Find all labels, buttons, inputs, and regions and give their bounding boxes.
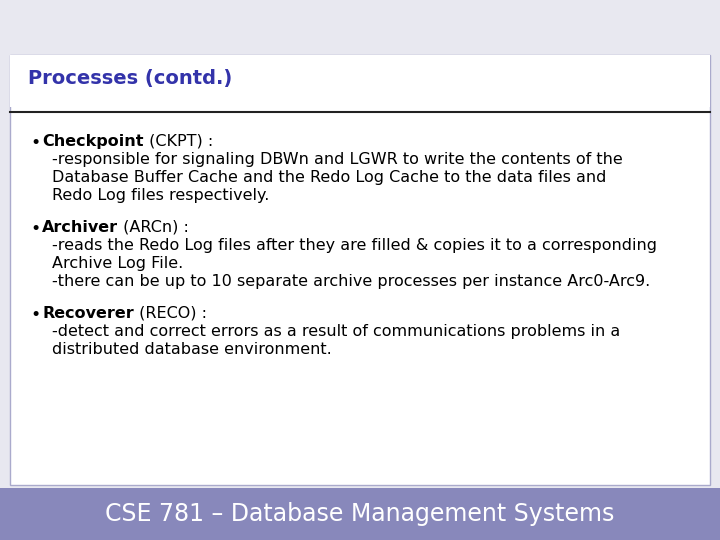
Text: -there can be up to 10 separate archive processes per instance Arc0-Arc9.: -there can be up to 10 separate archive …: [52, 274, 650, 289]
Text: •: •: [30, 306, 40, 324]
Text: •: •: [30, 220, 40, 238]
Text: Checkpoint: Checkpoint: [42, 134, 143, 149]
Text: •: •: [30, 134, 40, 152]
Text: (RECO) :: (RECO) :: [134, 306, 207, 321]
Text: (ARCn) :: (ARCn) :: [118, 220, 189, 235]
Text: Recoverer: Recoverer: [42, 306, 134, 321]
Text: Database Buffer Cache and the Redo Log Cache to the data files and: Database Buffer Cache and the Redo Log C…: [52, 170, 606, 185]
Text: -reads the Redo Log files after they are filled & copies it to a corresponding: -reads the Redo Log files after they are…: [52, 238, 657, 253]
Bar: [0, 488, 720, 540]
Text: Processes (contd.): Processes (contd.): [28, 69, 233, 88]
Text: Redo Log files respectively.: Redo Log files respectively.: [52, 188, 269, 203]
Bar: [10, 55, 710, 485]
Text: Archiver: Archiver: [42, 220, 118, 235]
Text: CSE 781 – Database Management Systems: CSE 781 – Database Management Systems: [105, 502, 615, 526]
Text: Archive Log File.: Archive Log File.: [52, 256, 184, 271]
Bar: [10, 55, 710, 107]
Text: -responsible for signaling DBWn and LGWR to write the contents of the: -responsible for signaling DBWn and LGWR…: [52, 152, 623, 167]
Text: -detect and correct errors as a result of communications problems in a: -detect and correct errors as a result o…: [52, 324, 620, 339]
Text: (CKPT) :: (CKPT) :: [143, 134, 212, 149]
Text: distributed database environment.: distributed database environment.: [52, 342, 332, 357]
